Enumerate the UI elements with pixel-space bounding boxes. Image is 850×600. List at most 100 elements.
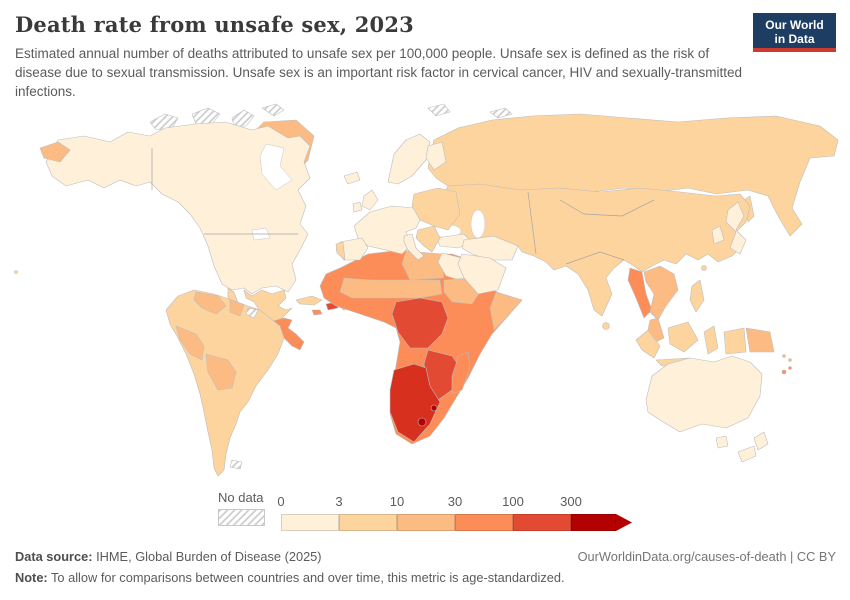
region-philippines[interactable] [689,279,705,313]
map-legend: No data 0 3 10 30 100 [218,490,632,531]
legend-swatch [281,514,339,531]
region-iceland[interactable] [343,171,361,185]
legend-bin-3[interactable]: 30 [448,494,513,531]
region-venezuela[interactable] [193,291,227,315]
region-lesotho[interactable] [417,417,427,427]
region-mexico[interactable] [243,289,293,323]
region-no-data-island[interactable] [427,103,451,117]
data-source-text: Data source: IHME, Global Burden of Dise… [15,549,322,564]
legend-swatch [571,514,616,531]
region-bolivia-paraguay[interactable] [205,353,237,391]
region-fiji[interactable] [781,369,787,375]
legend-tick: 10 [389,494,405,509]
owid-logo-accent-strip [753,48,836,52]
region-hawaii[interactable] [14,270,18,274]
legend-bin-4[interactable]: 100 [502,494,571,531]
caspian-sea-water [470,209,486,239]
owid-logo[interactable]: Our World in Data [753,13,836,51]
region-eastern-europe[interactable] [411,187,461,231]
region-portugal[interactable] [335,241,346,261]
region-sahel[interactable] [339,277,443,299]
page-title: Death rate from unsafe sex, 2023 [15,12,414,37]
world-map [14,103,839,477]
region-arabia[interactable] [457,253,507,295]
region-indochina[interactable] [643,265,679,321]
region-no-data-island[interactable] [191,107,221,125]
region-falkland-islands[interactable] [229,459,243,470]
region-italy[interactable] [403,233,425,261]
region-solomon-islands[interactable] [782,354,786,358]
legend-swatch [455,514,513,531]
note-line: Note: To allow for comparisons between c… [15,569,565,585]
region-papua-new-guinea[interactable] [745,327,775,353]
region-new-zealand-north[interactable] [753,431,769,451]
legend-color-scale: 0 3 10 30 100 300 [277,494,632,531]
footer-link[interactable]: OurWorldinData.org/causes-of-death | CC … [577,549,836,564]
region-central-africa[interactable] [391,297,449,349]
legend-swatch [397,514,455,531]
region-french-guiana[interactable] [245,307,259,319]
legend-swatch [513,514,571,531]
legend-bin-2[interactable]: 10 [390,494,455,531]
region-korea[interactable] [711,225,725,245]
chart-subtitle: Estimated annual number of deaths attrib… [15,46,743,100]
region-sulawesi[interactable] [703,325,719,355]
region-no-data-island[interactable] [489,107,513,119]
region-japan[interactable] [725,201,747,255]
owid-logo-line2: in Data [774,32,815,47]
owid-logo-line1: Our World [765,18,824,32]
legend-tick: 100 [502,494,524,509]
region-finland[interactable] [425,141,447,171]
region-new-zealand-south[interactable] [737,445,757,463]
legend-tick: 0 [277,494,285,509]
region-jamaica[interactable] [311,309,323,316]
region-cuba[interactable] [295,295,323,306]
legend-arrow-icon [616,514,632,531]
region-solomon-islands[interactable] [788,358,792,362]
region-no-data-island[interactable] [231,109,255,127]
region-peru[interactable] [175,325,205,361]
legend-bin-0[interactable]: 0 [277,494,339,531]
no-data-swatch[interactable] [218,509,265,526]
region-united-kingdom[interactable] [361,189,379,211]
mongolia-border [559,199,655,217]
region-sumatra[interactable] [635,329,661,359]
region-libya[interactable] [401,250,445,281]
central-asia-border [527,191,537,255]
chart-header: Death rate from unsafe sex, 2023 Estimat… [15,12,836,101]
legend-tick: 300 [560,494,582,509]
india-china-border [565,251,625,265]
data-source-label: Data source: [15,549,93,564]
region-borneo[interactable] [667,321,699,353]
region-iran-afghanistan[interactable] [461,235,519,261]
region-australia[interactable] [645,355,763,433]
no-data-label: No data [218,490,264,505]
region-no-data-island[interactable] [261,103,285,117]
note-label: Note: [15,569,48,585]
region-sri-lanka[interactable] [602,322,610,330]
region-fiji[interactable] [788,366,792,370]
legend-no-data: No data [218,490,265,531]
region-balkans[interactable] [415,225,441,253]
region-ireland[interactable] [352,201,363,213]
region-chukotka[interactable] [39,141,71,163]
legend-bin-1[interactable]: 3 [335,494,397,531]
region-tasmania[interactable] [715,435,729,449]
region-no-data-island[interactable] [149,113,179,131]
region-west-papua[interactable] [723,327,747,355]
region-taiwan[interactable] [701,265,707,271]
legend-swatch [339,514,397,531]
region-somalia[interactable] [489,291,523,331]
legend-tick: 30 [447,494,463,509]
region-myanmar[interactable] [627,267,653,319]
chart-footer: Data source: IHME, Global Burden of Dise… [15,548,836,587]
region-madagascar[interactable] [451,351,471,395]
region-scandinavia[interactable] [387,133,431,185]
source-line: Data source: IHME, Global Burden of Dise… [15,548,836,567]
legend-bin-5[interactable]: 300 [560,494,616,531]
region-southern-africa[interactable] [389,363,441,443]
legend-tick: 3 [335,494,343,509]
region-eswatini[interactable] [430,404,438,412]
region-guyana[interactable] [229,299,245,317]
